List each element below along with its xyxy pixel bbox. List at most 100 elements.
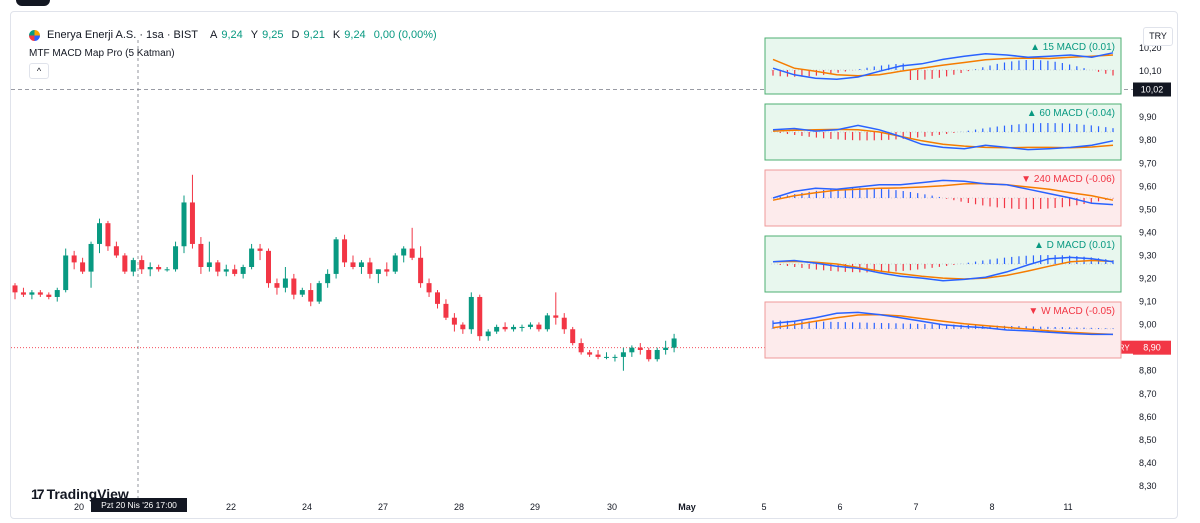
candle-body [333,239,339,274]
candle-body [435,292,440,304]
price-tick-label: 9,90 [1139,112,1157,122]
candle-body [37,292,43,295]
macd-panel-label: ▲ 60 MACD (-0.04) [1027,108,1115,119]
candle-body [29,292,35,295]
candle-body [578,343,584,353]
candle-body [71,255,77,263]
macd-signal-line [772,313,1114,336]
price-tick-label: 8,60 [1139,412,1157,422]
close-label: K [332,29,341,41]
time-tick-label: 7 [913,502,918,512]
candle-body [612,356,618,358]
candle-body [308,290,314,302]
candle-body [604,356,609,358]
collapse-legend-button[interactable]: ^ [29,63,49,79]
crosshair-date-label: Pzt 20 Nis '26 17:00 [101,500,177,510]
candle-body [350,262,356,267]
candle-body [553,315,559,318]
candle-body [206,262,212,267]
macd-panel-5[interactable] [764,301,1122,359]
candle-body [570,329,576,344]
time-tick-label: 22 [226,502,236,512]
time-tick-label: May [678,502,696,512]
candle-body [646,349,652,360]
tradingview-logo-text: TradingView [46,486,129,502]
crosshair-price-tag [1133,82,1171,97]
macd-panel-1[interactable] [764,37,1122,95]
candle-body [63,255,69,291]
macd-signal-line [772,182,1114,201]
candle-body [375,269,381,274]
top-bar-edge [16,0,50,6]
symbol-title[interactable]: Enerya Enerji A.S. · 1sa · BIST [47,29,199,41]
candle-body [654,349,660,360]
macd-line [772,52,1114,80]
candle-body [189,202,195,244]
candle-body [629,347,635,353]
candle-body [249,248,255,267]
candle-body [561,317,567,330]
candle-body [595,354,601,357]
time-tick-label: 8 [989,502,994,512]
time-tick-label: 6 [837,502,842,512]
candle-body [139,260,145,270]
time-tick-label: 11 [1063,502,1072,512]
chart-canvas[interactable]: 10,20 10,10 10,02 9,90 9,80 9,70 9,60 9,50 9,40 9… [11,12,1177,518]
crosshair-price-label: 10,02 [1141,84,1164,94]
open-label: A [210,29,218,41]
candle-body [426,283,432,293]
high-value: 9,25 [262,29,284,41]
candle-body [20,292,26,295]
candle-body [156,267,162,270]
candle-body [223,269,229,272]
price-tick-label: 8,30 [1139,481,1157,491]
last-price-label: 8,90 [1143,343,1161,353]
time-tick-label: 20 [74,502,84,512]
macd-signal-line [772,54,1114,77]
change-value: 0,00 (0,00%) [373,29,437,41]
candle-body [113,246,119,256]
high-label: Y [250,29,259,41]
candle-body [173,246,179,270]
candle-body [671,338,677,348]
currency-button[interactable]: TRY [1143,27,1173,46]
candle-body [451,317,457,325]
candle-body [392,255,398,272]
candle-body [54,290,60,297]
candle-body [637,347,643,350]
candle-body [46,294,52,297]
price-tick-label: 9,80 [1139,135,1157,145]
last-price-tag [1133,340,1171,355]
symbol-logo-icon [29,29,40,41]
price-tick-label: 10,10 [1139,66,1162,76]
candle-body [164,269,170,271]
macd-panel-label: ▼ 240 MACD (-0.06) [1021,174,1115,185]
indicator-title[interactable]: MTF MACD Map Pro (5 Katman) [29,48,175,59]
candle-body [232,269,238,274]
time-tick-label: 30 [607,502,617,512]
price-tick-label: 9,60 [1139,181,1157,191]
price-tick-label: 8,80 [1139,366,1157,376]
candle-body [299,290,305,295]
candle-body [663,347,669,350]
candle-body [215,262,221,272]
candle-body [266,250,271,284]
candle-body [198,243,204,267]
candle-body [409,248,415,258]
candle-body [122,255,128,272]
price-tick-label: 9,70 [1139,158,1157,168]
candle-body [342,239,348,263]
candle-body [105,223,111,247]
price-tick-label: 8,70 [1139,389,1157,399]
tradingview-logo-icon: 17 [31,486,45,502]
tradingview-logo[interactable]: 17 TradingView [31,486,129,502]
candle-body [257,248,263,251]
candle-body [97,223,102,244]
chart-frame[interactable]: 10,20 10,10 10,02 9,90 9,80 9,70 9,60 9,50 9,40 9… [10,11,1178,519]
time-tick-label: 24 [302,502,312,512]
time-tick-label: 27 [378,502,388,512]
low-label: D [291,29,300,41]
candle-body [181,202,187,247]
candle-body [367,262,373,274]
